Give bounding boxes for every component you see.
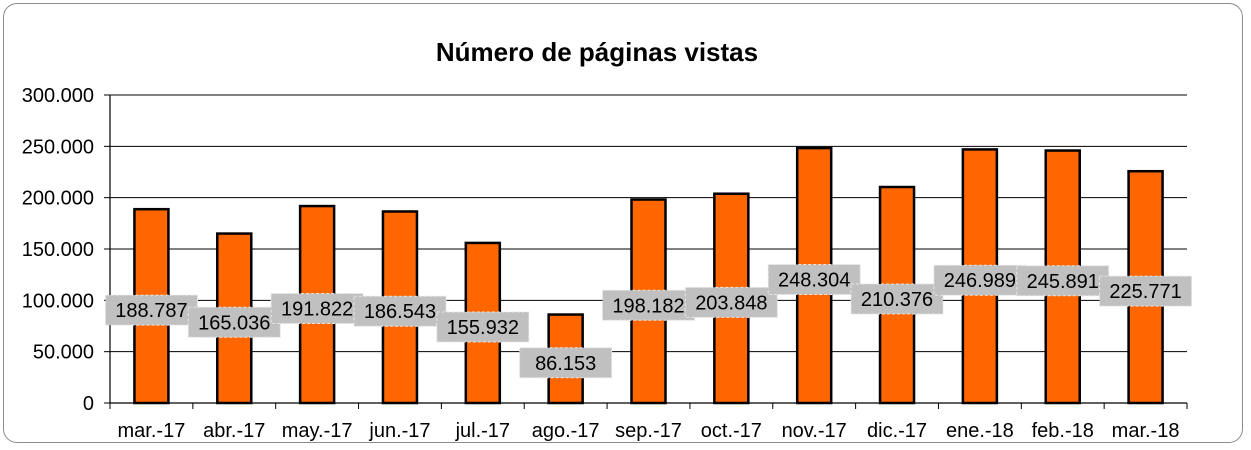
x-tick-label: mar.-17: [118, 420, 186, 442]
x-tick-label: ene.-18: [946, 420, 1014, 442]
data-label-text: 210.376: [861, 289, 933, 311]
data-label: 246.989: [933, 264, 1027, 296]
chart-frame: [3, 3, 1243, 443]
y-tick-label: 150.000: [22, 239, 94, 261]
x-tick-label: mar.-18: [1112, 420, 1180, 442]
data-label-box: [1099, 275, 1193, 307]
data-label-box: [684, 286, 778, 318]
data-label-text: 191.822: [281, 299, 353, 321]
x-tick-label: jun.-17: [368, 420, 430, 442]
data-label: 155.932: [436, 311, 530, 343]
data-label: 248.304: [767, 264, 861, 296]
data-label-text: 165.036: [198, 312, 270, 334]
x-tick-label: oct.-17: [701, 420, 762, 442]
y-tick-label: 250.000: [22, 136, 94, 158]
chart-title: Número de páginas vistas: [436, 37, 758, 67]
data-label: 86.153: [519, 347, 613, 379]
x-tick-label: jul.-17: [455, 420, 510, 442]
y-tick-label: 100.000: [22, 290, 94, 312]
x-tick-label: dic.-17: [867, 420, 927, 442]
data-labels: 188.787 165.036 191.822 186.543 155.932 86.15…: [104, 264, 1193, 379]
data-label-box: [270, 293, 364, 325]
x-tick-label: nov.-17: [782, 420, 847, 442]
x-tick-label: feb.-18: [1032, 420, 1094, 442]
data-label: 198.182: [602, 289, 695, 321]
data-label-box: [850, 283, 944, 315]
data-label: 188.787: [104, 294, 198, 326]
y-tick-label: 300.000: [22, 85, 94, 107]
data-label-text: 186.543: [364, 301, 436, 323]
data-label-box: [1016, 265, 1110, 297]
x-tick-labels: mar.-17 abr.-17 may.-17 jun.-17 jul.-17 ago.-…: [118, 420, 1180, 442]
y-tick-labels: 0 50.000 100.000 150.000 200.000 250.000 300.0…: [22, 85, 94, 415]
y-tick-label: 0: [83, 393, 94, 415]
data-label: 203.848: [684, 286, 778, 318]
x-tick-label: sep.-17: [615, 420, 682, 442]
data-label-text: 246.989: [944, 270, 1016, 292]
data-label: 225.771: [1099, 275, 1193, 307]
data-label-text: 198.182: [612, 295, 684, 317]
data-label-text: 248.304: [778, 270, 850, 292]
x-tick-label: ago.-17: [532, 420, 600, 442]
data-label: 245.891: [1016, 265, 1110, 297]
data-label-box: [767, 264, 861, 296]
data-label-text: 86.153: [535, 353, 596, 375]
data-label-text: 188.787: [115, 300, 187, 322]
data-label-box: [436, 311, 530, 343]
data-label-text: 203.848: [695, 292, 767, 314]
data-label-text: 155.932: [447, 317, 519, 339]
data-label-box: [187, 306, 281, 338]
x-tick-label: may.-17: [282, 420, 353, 442]
y-tick-label: 200.000: [22, 188, 94, 210]
y-tick-label: 50.000: [33, 342, 94, 364]
data-label-text: 225.771: [1109, 281, 1181, 303]
data-label-box: [519, 347, 613, 379]
data-label-text: 245.891: [1027, 271, 1099, 293]
data-label: 191.822: [270, 293, 364, 325]
data-label: 186.543: [353, 295, 447, 327]
data-label: 165.036: [187, 306, 281, 338]
data-label-box: [104, 294, 198, 326]
data-label-box: [353, 295, 447, 327]
data-label: 210.376: [850, 283, 944, 315]
x-tick-label: abr.-17: [203, 420, 265, 442]
